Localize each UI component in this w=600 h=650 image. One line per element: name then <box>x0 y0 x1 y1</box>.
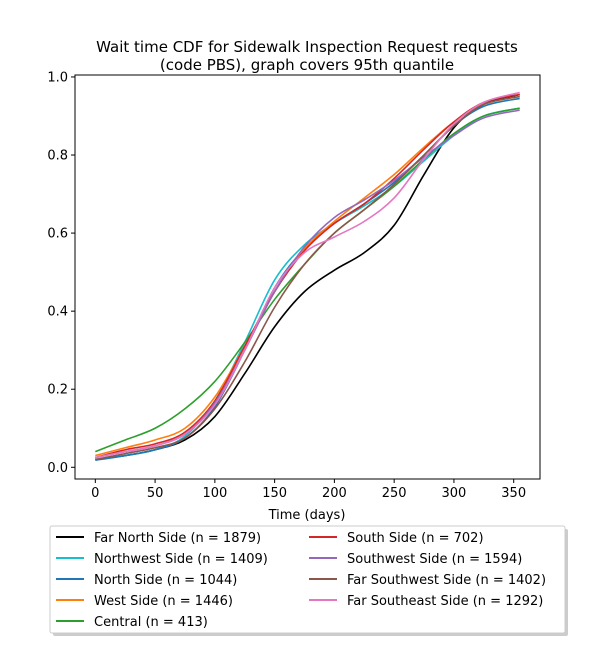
series-line-6 <box>95 93 520 459</box>
x-tick-label: 300 <box>442 486 467 501</box>
series-line-9 <box>95 91 520 459</box>
chart-title-line2: (code PBS), graph covers 95th quantile <box>160 56 454 74</box>
series-line-4 <box>95 95 520 457</box>
x-tick-label: 200 <box>322 486 347 501</box>
x-tick-label: 250 <box>382 486 407 501</box>
y-tick-label: 1.0 <box>47 70 68 85</box>
legend-entry-6: South Side (n = 702) <box>347 531 484 546</box>
legend-entry-1: Far North Side (n = 1879) <box>94 531 261 546</box>
series-line-2 <box>95 107 520 461</box>
y-tick-label: 0.8 <box>47 149 68 164</box>
legend-entry-7: Southwest Side (n = 1594) <box>347 552 522 567</box>
legend-entry-3: North Side (n = 1044) <box>94 573 237 588</box>
series-line-3 <box>95 97 520 462</box>
x-tick-label: 100 <box>202 486 227 501</box>
legend-entry-2: Northwest Side (n = 1409) <box>94 552 268 567</box>
series-line-1 <box>95 93 520 461</box>
x-axis-ticks: 0 50 100 150 200 250 300 350 <box>91 479 526 501</box>
y-tick-label: 0.0 <box>47 461 68 476</box>
series-line-5 <box>95 107 520 453</box>
legend-box <box>49 525 566 634</box>
series-line-7 <box>95 109 520 459</box>
legend-entry-5: Central (n = 413) <box>94 615 208 630</box>
legend-entry-4: West Side (n = 1446) <box>94 594 233 609</box>
x-tick-label: 150 <box>262 486 287 501</box>
series-layer <box>95 91 520 462</box>
y-tick-label: 0.4 <box>47 305 68 320</box>
series-line-8 <box>95 95 520 461</box>
y-tick-label: 0.2 <box>47 383 68 398</box>
legend-entry-9: Far Southeast Side (n = 1292) <box>347 594 543 609</box>
x-tick-label: 0 <box>91 486 99 501</box>
x-tick-label: 350 <box>501 486 526 501</box>
plot-frame <box>74 74 541 480</box>
x-axis-label: Time (days) <box>268 508 346 523</box>
legend: Far North Side (n = 1879) Northwest Side … <box>49 525 568 636</box>
chart-title-line1: Wait time CDF for Sidewalk Inspection Re… <box>96 38 518 56</box>
y-axis-ticks: 0.0 0.2 0.4 0.6 0.8 1.0 <box>47 70 75 476</box>
legend-entry-8: Far Southwest Side (n = 1402) <box>347 573 546 588</box>
x-tick-label: 50 <box>147 486 164 501</box>
y-tick-label: 0.6 <box>47 227 68 242</box>
